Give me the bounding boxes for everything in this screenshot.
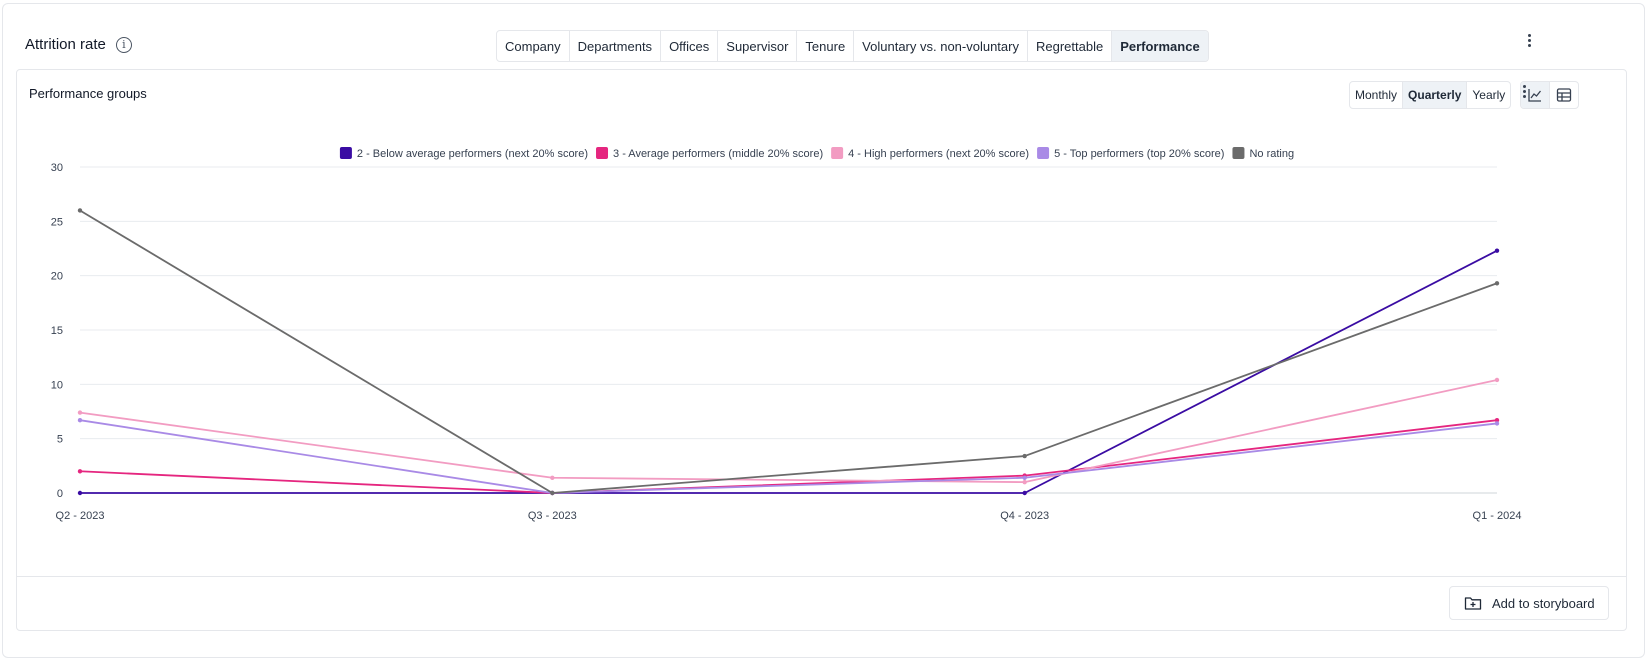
y-tick-label: 20 [51, 271, 63, 283]
legend-label: 2 - Below average performers (next 20% s… [357, 148, 588, 160]
chart-card: Performance groups Monthly Quarterly Yearl… [16, 69, 1627, 631]
period-toggle: Monthly Quarterly Yearly [1349, 81, 1512, 109]
tab-company[interactable]: Company [497, 31, 570, 61]
info-icon[interactable]: i [115, 36, 132, 53]
tab-voluntary-vs-non-voluntary[interactable]: Voluntary vs. non-voluntary [854, 31, 1028, 61]
legend-label: 3 - Average performers (middle 20% score… [613, 148, 823, 160]
panel-title: Attrition rate [25, 36, 106, 53]
y-tick-label: 30 [51, 162, 63, 174]
data-point [1022, 453, 1027, 459]
series-line-3 [79, 379, 1498, 484]
card-divider [17, 576, 1626, 577]
data-point [77, 490, 83, 496]
legend-swatch [1037, 147, 1050, 159]
y-tick-label: 10 [51, 379, 63, 391]
x-tick-label: Q2 - 2023 [56, 510, 105, 522]
data-point [550, 475, 555, 480]
table-view-button[interactable] [1550, 82, 1578, 108]
data-point [77, 410, 83, 415]
y-tick-label: 25 [51, 216, 63, 228]
tab-performance[interactable]: Performance [1112, 31, 1208, 61]
period-quarterly[interactable]: Quarterly [1403, 82, 1468, 108]
data-point [1022, 479, 1027, 485]
legend-swatch [596, 147, 609, 159]
dimension-tabs: Company Departments Offices Supervisor Tenur… [496, 30, 1209, 62]
x-tick-label: Q1 - 2024 [1473, 510, 1522, 522]
data-point [550, 490, 555, 496]
panel-header: Attrition rate i [25, 36, 132, 53]
data-point [1022, 490, 1027, 496]
line-chart: 0 5 10 15 20 25 30 Q2 - 2023 Q3 - 2023 Q4 - 2023 Q… [51, 147, 1522, 522]
data-point [77, 417, 83, 423]
period-yearly[interactable]: Yearly [1472, 88, 1506, 102]
series-line-1 [80, 249, 1498, 494]
data-point [77, 469, 83, 474]
tab-supervisor[interactable]: Supervisor [718, 31, 798, 61]
data-point [1494, 417, 1500, 423]
x-tick-label: Q4 - 2023 [1000, 510, 1049, 522]
folder-plus-icon [1464, 597, 1482, 610]
y-tick-label: 0 [57, 488, 63, 500]
legend-label: 4 - High performers (next 20% score) [848, 148, 1029, 160]
legend-swatch [339, 147, 352, 159]
line-chart-view-button[interactable] [1521, 82, 1550, 108]
data-point [1022, 475, 1027, 480]
tab-tenure[interactable]: Tenure [797, 31, 855, 61]
tab-regrettable[interactable]: Regrettable [1028, 31, 1113, 61]
data-point [77, 208, 83, 213]
legend-swatch [1232, 147, 1245, 159]
add-to-storyboard-label: Add to storyboard [1492, 595, 1595, 611]
x-tick-label: Q3 - 2023 [528, 510, 577, 522]
legend-label: No rating [1249, 148, 1294, 160]
view-toggle [1520, 81, 1579, 109]
data-point [1494, 248, 1500, 253]
data-point [1494, 377, 1500, 383]
tab-offices[interactable]: Offices [661, 31, 719, 61]
chart-more-icon[interactable] [1517, 82, 1531, 100]
legend-label: 5 - Top performers (top 20% score) [1054, 148, 1224, 160]
data-point [1494, 281, 1500, 286]
y-tick-label: 5 [57, 434, 63, 446]
tab-departments[interactable]: Departments [570, 31, 662, 61]
legend-swatch [831, 147, 844, 159]
card-title: Performance groups [29, 86, 147, 101]
line-chart-icon [1528, 89, 1542, 102]
data-point [1494, 421, 1500, 426]
y-tick-label: 15 [51, 325, 63, 337]
panel-more-icon[interactable] [1522, 31, 1536, 49]
series-line-5 [79, 209, 1498, 494]
table-icon [1556, 88, 1572, 102]
series-line-2 [79, 419, 1498, 494]
series-line-4 [79, 419, 1498, 494]
period-monthly[interactable]: Monthly [1350, 82, 1404, 108]
add-to-storyboard-button[interactable]: Add to storyboard [1449, 586, 1609, 620]
